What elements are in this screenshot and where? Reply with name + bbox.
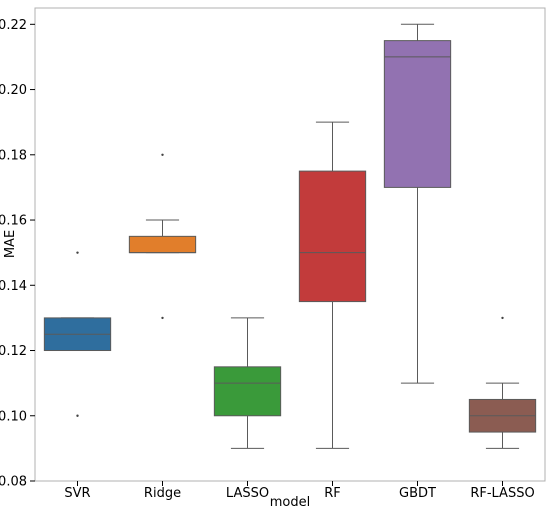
box-body xyxy=(213,366,282,417)
box-gbdt xyxy=(383,23,452,384)
plot-frame xyxy=(34,7,546,482)
y-tick-label: 0.10 xyxy=(0,409,27,424)
y-tick-label: 0.12 xyxy=(0,344,27,359)
box-svr xyxy=(43,251,112,417)
y-axis-label: MAE xyxy=(3,230,18,258)
box-ridge xyxy=(128,153,197,320)
x-axis: SVR Ridge LASSO RF GBDT RF-LASSO xyxy=(64,481,535,501)
x-axis-label: model xyxy=(270,495,310,510)
x-tick-label: RF-LASSO xyxy=(470,486,534,501)
outlier-point xyxy=(76,251,79,254)
box-rf xyxy=(298,121,367,449)
box-body xyxy=(383,40,452,188)
outlier-point xyxy=(161,316,164,320)
y-tick-label: 0.18 xyxy=(0,148,27,163)
y-axis: 0.08 0.10 0.12 0.14 0.16 0.18 0.20 0.22 xyxy=(0,18,35,490)
box-rf-lasso xyxy=(468,316,537,449)
x-tick-label: LASSO xyxy=(226,486,269,501)
y-tick-label: 0.08 xyxy=(0,475,27,490)
y-tick-label: 0.14 xyxy=(0,279,27,294)
y-tick-label: 0.16 xyxy=(0,214,27,229)
y-tick-label: 0.20 xyxy=(0,83,27,98)
outlier-point xyxy=(76,414,79,417)
x-tick-label: Ridge xyxy=(144,486,181,501)
outlier-point xyxy=(161,153,164,156)
box-body xyxy=(128,235,197,254)
outlier-point xyxy=(501,316,504,320)
x-tick-label: RF xyxy=(324,486,341,501)
x-tick-label: SVR xyxy=(64,486,90,501)
x-tick-label: GBDT xyxy=(399,486,436,501)
y-tick-label: 0.22 xyxy=(0,18,27,33)
box-body xyxy=(298,170,367,303)
box-lasso xyxy=(213,317,282,449)
boxes-layer xyxy=(43,23,537,449)
